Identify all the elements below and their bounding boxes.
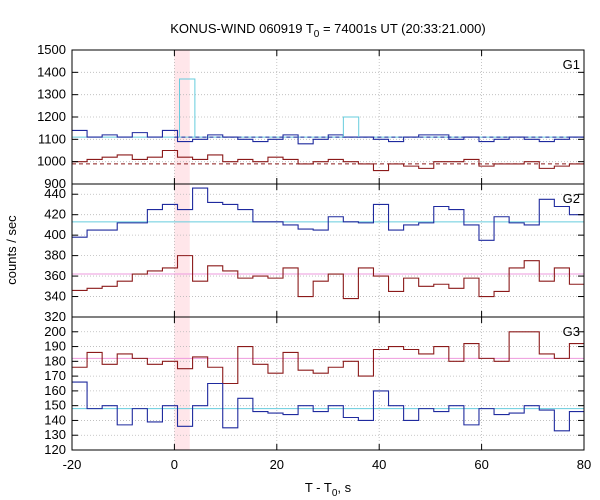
panel-frame xyxy=(71,183,585,318)
chart-title-main: KONUS-WIND 060919 T xyxy=(170,21,314,36)
y-tick-label: 150 xyxy=(44,398,66,413)
series-g3-upper xyxy=(72,331,584,385)
x-tick-label: 40 xyxy=(372,457,386,472)
x-tick-label: 0 xyxy=(171,457,178,472)
panel-frame xyxy=(71,316,585,451)
y-tick-label: 130 xyxy=(44,427,66,442)
spike-bin xyxy=(342,116,360,138)
y-tick-label: 320 xyxy=(44,309,66,324)
y-tick-label: 440 xyxy=(44,186,66,201)
y-tick-label: 1000 xyxy=(37,154,66,169)
y-tick-label: 120 xyxy=(44,442,66,457)
chart-title: KONUS-WIND 060919 T0 = 74001s UT (20:33:… xyxy=(170,21,485,40)
y-tick-label: 140 xyxy=(44,412,66,427)
y-tick-label: 190 xyxy=(44,339,66,354)
highlight-band xyxy=(174,184,190,317)
x-tick-label: 80 xyxy=(577,457,591,472)
x-tick-label: -20 xyxy=(63,457,82,472)
y-tick-label: 1200 xyxy=(37,109,66,124)
y-axis-label: counts / sec xyxy=(4,215,19,285)
y-tick-label: 200 xyxy=(44,324,66,339)
y-tick-label: 420 xyxy=(44,207,66,222)
y-tick-label: 380 xyxy=(44,248,66,263)
series-g1-lower xyxy=(72,149,584,172)
y-tick-label: 180 xyxy=(44,353,66,368)
spike-bin xyxy=(179,78,196,138)
panel-g2: 320 340 360 380 400 420 440 G2 xyxy=(44,183,585,324)
panel-label-g2: G2 xyxy=(563,191,580,206)
y-tick-label: 1100 xyxy=(38,131,66,146)
y-tick-label: 1500 xyxy=(37,42,66,57)
x-tick-label: 60 xyxy=(474,457,488,472)
y-tick-label: 160 xyxy=(44,383,66,398)
y-tick-label: 170 xyxy=(44,368,66,383)
chart-title-subscript: 0 xyxy=(314,29,320,40)
x-tick-label: 20 xyxy=(270,457,284,472)
panel-label-g3: G3 xyxy=(563,324,580,339)
x-axis-label-rest: , s xyxy=(337,480,351,495)
y-tick-label: 900 xyxy=(44,176,66,191)
x-axis-label: T - T0, s xyxy=(305,480,352,499)
y-tick-label: 1300 xyxy=(37,87,66,102)
series-g2-upper xyxy=(72,187,584,241)
y-tick-label: 340 xyxy=(44,289,66,304)
panel-g1: 900 1000 1100 1200 1300 1400 1500 G1 xyxy=(37,42,585,191)
panels-layer: 900100011001200130014001500G132034036038… xyxy=(37,42,591,472)
x-axis-label-main: T - T xyxy=(305,480,332,495)
panel-label-g1: G1 xyxy=(563,57,580,72)
series-g1-upper xyxy=(72,129,584,145)
y-tick-label: 1400 xyxy=(37,64,66,79)
y-tick-label: 360 xyxy=(44,268,66,283)
highlight-band xyxy=(174,50,190,184)
series-g2-lower xyxy=(72,255,584,300)
x-axis-label-subscript: 0 xyxy=(332,488,338,499)
chart-title-rest: = 74001s UT (20:33:21.000) xyxy=(319,21,485,36)
series-g3-lower xyxy=(72,381,584,432)
highlight-band xyxy=(174,317,190,450)
y-tick-label: 400 xyxy=(44,227,66,242)
